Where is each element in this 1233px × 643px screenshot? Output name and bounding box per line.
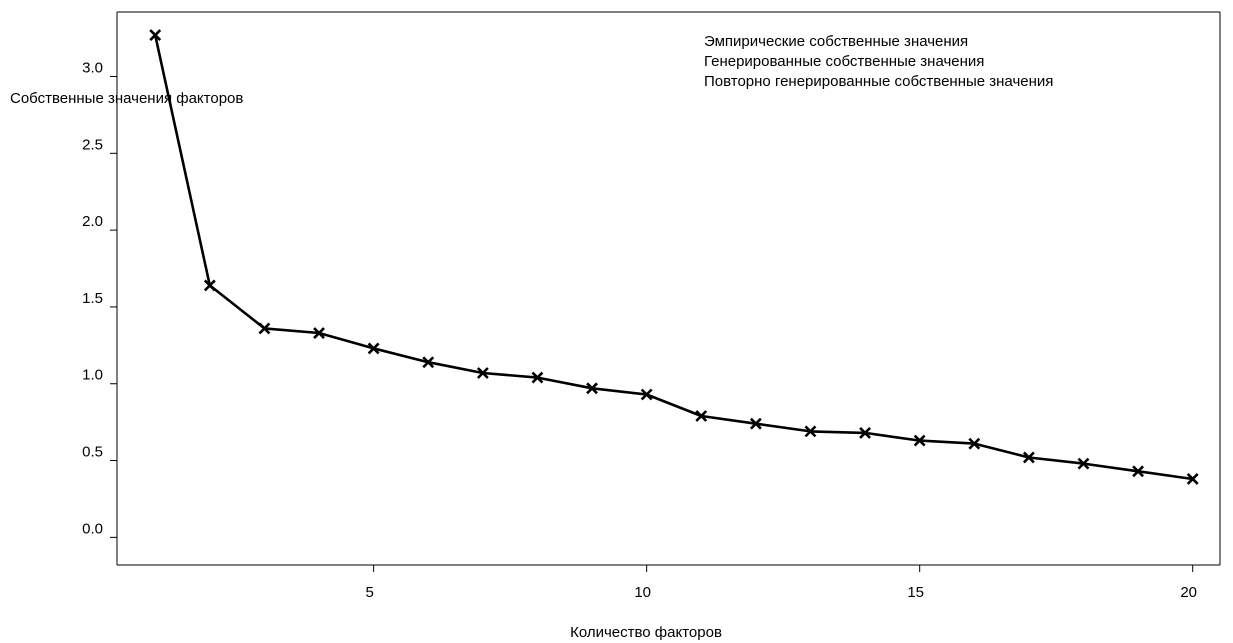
- data-point-marker: [422, 356, 435, 369]
- x-tick-label: 15: [907, 584, 924, 601]
- plot-frame: [116, 11, 1221, 566]
- x-axis-ticks: 5 10 15 20: [365, 565, 1197, 601]
- data-point-marker: [804, 425, 817, 438]
- data-point-marker: [149, 29, 162, 41]
- data-point-marker: [586, 382, 598, 395]
- y-tick-label: 2.0: [82, 213, 103, 230]
- data-point-marker: [913, 434, 926, 447]
- y-tick-label: 0.5: [82, 444, 103, 461]
- data-point-marker: [531, 371, 544, 384]
- legend-item-regenerated: Повторно генерированные собственные знач…: [704, 73, 1053, 90]
- y-tick-label: 1.0: [82, 367, 103, 384]
- y-axis-title: Собственные значения факторов: [10, 90, 243, 107]
- data-point-marker: [640, 388, 653, 401]
- x-tick-label: 10: [634, 584, 651, 601]
- data-point-marker: [695, 410, 708, 422]
- data-point-marker: [258, 322, 271, 335]
- x-tick-label: 20: [1180, 584, 1197, 601]
- legend-item-empirical: Эмпирические собственные значения: [704, 33, 968, 50]
- data-point-marker: [1077, 457, 1090, 470]
- y-tick-label: 2.5: [82, 136, 103, 153]
- x-tick-label: 5: [365, 584, 373, 601]
- legend-item-generated: Генерированные собственные значения: [704, 53, 984, 70]
- data-point-marker: [313, 327, 325, 339]
- y-axis-ticks: 0.0 0.5 1.0 1.5 2.0 2.5 3.0: [82, 60, 117, 538]
- data-point-marker: [1022, 451, 1035, 464]
- data-point-marker: [1132, 465, 1145, 478]
- data-point-marker: [476, 367, 489, 379]
- data-point-marker: [968, 437, 981, 450]
- y-tick-label: 3.0: [82, 60, 103, 77]
- data-point-marker: [859, 426, 871, 439]
- y-tick-label: 0.0: [82, 520, 103, 537]
- data-point-marker: [203, 279, 216, 292]
- data-point-marker: [749, 417, 762, 430]
- x-axis-title: Количество факторов: [570, 624, 722, 641]
- y-tick-label: 1.5: [82, 290, 103, 307]
- data-point-marker: [1186, 473, 1199, 485]
- series-line: [153, 34, 1193, 481]
- series-layer: [149, 29, 1199, 485]
- legend: Эмпирические собственные значения Генери…: [704, 33, 1053, 90]
- data-point-marker: [367, 342, 380, 355]
